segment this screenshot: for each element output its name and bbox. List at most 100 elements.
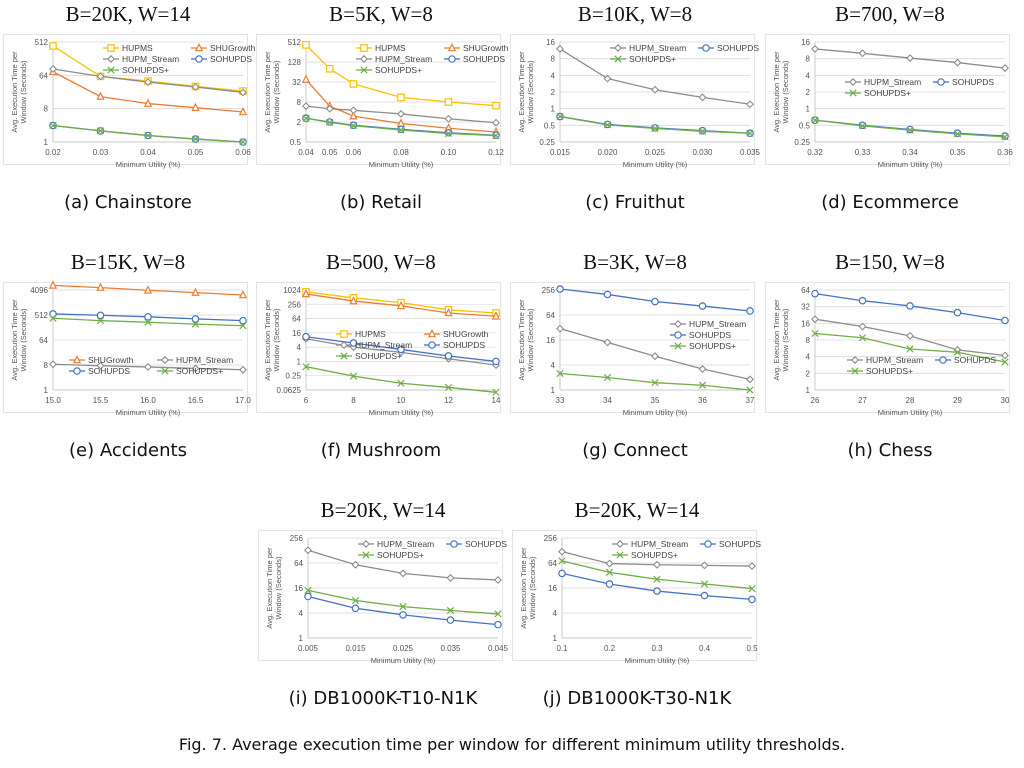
data-point [349, 106, 358, 115]
panel-caption: (b) Retail [339, 192, 423, 213]
y-tick-label: 4 [551, 71, 556, 80]
data-point [492, 101, 500, 110]
panel-retail: B=5K, W=8 0.5 2 8 32 128 512 0.04 0.05 0.06 0.08 0… [256, 0, 509, 240]
data-point [239, 88, 247, 97]
x-tick-label: 12 [444, 396, 453, 405]
legend-item-shugrowth: SHUGrowth [69, 354, 134, 365]
legend-marker [849, 89, 857, 97]
legend-item-hupm-stream: HUPM_Stream [670, 319, 746, 329]
y-axis-label: Avg. Execution Time per [265, 547, 274, 629]
series-hupm-stream [49, 65, 247, 97]
legend-label: SOHUPDS+ [375, 65, 422, 75]
chart-ecommerce: 0.25 0.5 1 2 4 8 16 0.32 0.33 0.34 0.35 0.36 Minimum… [765, 34, 1015, 184]
y-tick-label: 128 [288, 58, 302, 67]
chart-chess: 1 2 4 8 16 32 64 26 27 28 29 30 Minimum Utility (%) A… [765, 282, 1015, 432]
y-tick-label: 16 [548, 584, 557, 593]
y-tick-label: 64 [39, 71, 48, 80]
legend-label: HUPM_Stream [122, 54, 179, 64]
legend-label: SHUGrowth [463, 43, 509, 53]
legend-item-shugrowth: SHUGrowth [424, 328, 489, 339]
data-point [444, 307, 453, 317]
data-point [811, 44, 819, 53]
chart-svg: 1 2 4 8 16 32 64 26 27 28 29 30 Minimum Utility (%) A… [765, 282, 1010, 417]
data-point [748, 595, 756, 604]
chart-frame [512, 530, 757, 661]
legend-label: HUPM_Stream [689, 319, 746, 329]
data-point [492, 131, 500, 140]
legend-marker [616, 540, 624, 548]
data-point [698, 302, 707, 310]
data-point [1001, 316, 1009, 325]
legend-item-sohupds: SOHUPDS+ [157, 366, 223, 376]
legend-item-sohupds: SOHUPDS [935, 355, 996, 365]
x-axis-label: Minimum Utility (%) [625, 656, 690, 665]
legend-label: HUPMS [122, 43, 153, 53]
series-sohupds [556, 112, 754, 137]
legend-marker [616, 551, 624, 559]
data-point [700, 591, 709, 600]
y-tick-label: 1 [297, 357, 302, 366]
data-point [1001, 64, 1009, 73]
x-tick-label: 10 [397, 396, 406, 405]
legend-marker [614, 44, 622, 52]
legend-label: SOHUPDS [954, 355, 996, 365]
legend-label: HUPM_Stream [176, 355, 233, 365]
panel-title: B=3K, W=8 [583, 250, 687, 274]
series-hupm-stream [304, 546, 502, 584]
data-point [556, 324, 564, 333]
data-point [349, 122, 358, 130]
y-tick-label: 1 [553, 634, 558, 643]
data-point [746, 100, 754, 109]
legend-marker [362, 540, 370, 548]
x-tick-label: 14 [492, 396, 501, 405]
chart-db1000k-t10: 1 4 16 64 256 0.005 0.015 0.025 0.035 0.045 Minimu… [258, 530, 509, 680]
data-point [603, 74, 612, 83]
x-tick-label: 28 [906, 396, 915, 405]
series-shugrowth [301, 288, 501, 320]
data-point [351, 596, 360, 605]
data-point [48, 280, 58, 289]
legend-label: SOHUPDS+ [864, 88, 911, 98]
panel-title: B=20K, W=14 [320, 498, 446, 522]
data-point [96, 282, 105, 291]
legend-item-sohupds: SOHUPDS [69, 366, 130, 376]
data-point [325, 104, 334, 113]
data-point [238, 106, 248, 116]
x-tick-label: 0.36 [997, 148, 1013, 157]
series-sohupds [558, 569, 756, 604]
legend: HUPMS SHUGrowth HUPM_Stream SOHUPDS SOHUPDS+ [356, 42, 509, 75]
legend-label: HUPM_Stream [355, 340, 412, 350]
panel-db1000k-t10: B=20K, W=14 1 4 16 64 256 0.005 0.015 0.025 0.03… [258, 496, 509, 736]
x-axis-label: Minimum Utility (%) [371, 656, 436, 665]
legend-label: SOHUPDS+ [377, 550, 424, 560]
series-sohupds [49, 121, 247, 146]
chart-frame [3, 34, 248, 165]
data-point [49, 314, 57, 322]
legend: SHUGrowth HUPM_Stream SOHUPDS SOHUPDS+ [69, 354, 233, 376]
y-axis-label-line2: Window (Seconds) [272, 60, 281, 123]
chart-svg: 1 8 64 512 4096 15.0 15.5 16.0 16.5 17.0 Minimum U… [3, 280, 251, 417]
legend-item-hupm-stream: HUPM_Stream [612, 539, 688, 549]
legend: HUPMS SHUGrowth HUPM_Stream SOHUPDS SOHUPDS+ [336, 328, 489, 361]
y-axis-label: Avg. Execution Time per [519, 547, 528, 629]
x-tick-label: 0.03 [93, 148, 109, 157]
y-tick-label: 256 [542, 286, 556, 295]
legend-marker [107, 66, 115, 74]
data-point [144, 318, 152, 326]
legend-item-hupms: HUPMS [356, 43, 406, 53]
x-tick-label: 0.1 [556, 644, 568, 653]
data-point [351, 604, 360, 613]
legend-item-shugrowth: SHUGrowth [444, 42, 509, 53]
chart-retail: 0.5 2 8 32 128 512 0.04 0.05 0.06 0.08 0.10 0.12 Min… [256, 34, 509, 184]
data-point [396, 300, 406, 310]
y-tick-label: 0.5 [290, 138, 302, 147]
data-point [858, 334, 867, 342]
panel-caption: (d) Ecommerce [821, 192, 959, 213]
data-point [444, 383, 453, 392]
legend-marker [614, 55, 622, 63]
data-point [444, 352, 453, 360]
legend-label: HUPM_Stream [629, 43, 686, 53]
data-point [811, 116, 819, 124]
legend-item-sohupds: SOHUPDS+ [612, 550, 678, 560]
